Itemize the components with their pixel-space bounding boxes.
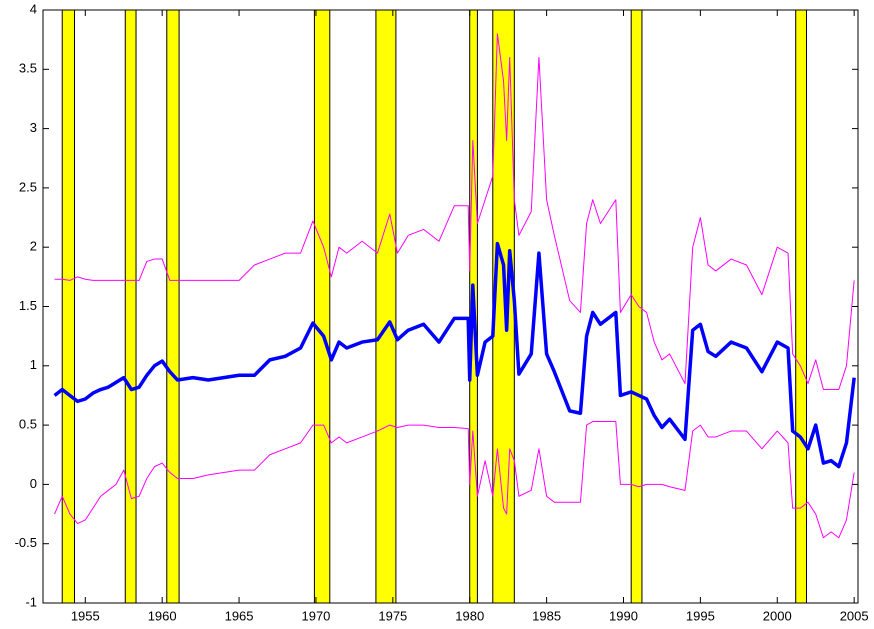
y-tick-label: 1 [30,357,37,372]
x-tick-label: 2000 [763,608,792,623]
recession-band [124,9,137,604]
x-tick-label: 1970 [301,608,330,623]
y-tick-label: 0 [30,476,37,491]
recession-band [630,9,643,604]
y-tick-label: 1.5 [19,298,37,313]
y-tick-label: 0.5 [19,417,37,432]
x-tick-label: 1955 [71,608,100,623]
x-tick-label: 2005 [840,608,869,623]
recession-band [166,9,180,604]
y-tick-label: 2.5 [19,179,37,194]
y-tick-label: 3.5 [19,61,37,76]
recession-band [795,9,807,604]
series-line [53,241,856,469]
plot-frame [42,9,859,604]
x-tick-label: 1960 [148,608,177,623]
series-line [54,421,855,539]
x-tick-label: 1980 [455,608,484,623]
y-tick-label: 4 [30,1,37,16]
y-tick-label: 2 [30,239,37,254]
x-tick-label: 1985 [532,608,561,623]
y-tick-label: -1 [25,594,37,609]
y-tick-label: -0.5 [15,535,37,550]
x-tick-label: 1995 [686,608,715,623]
x-tick-label: 1990 [609,608,638,623]
recession-band [61,9,76,604]
x-tick-label: 1975 [378,608,407,623]
recession-band [375,9,397,604]
y-tick-label: 3 [30,120,37,135]
x-tick-label: 1965 [225,608,254,623]
series-line [54,33,855,391]
recession-band [313,9,331,604]
